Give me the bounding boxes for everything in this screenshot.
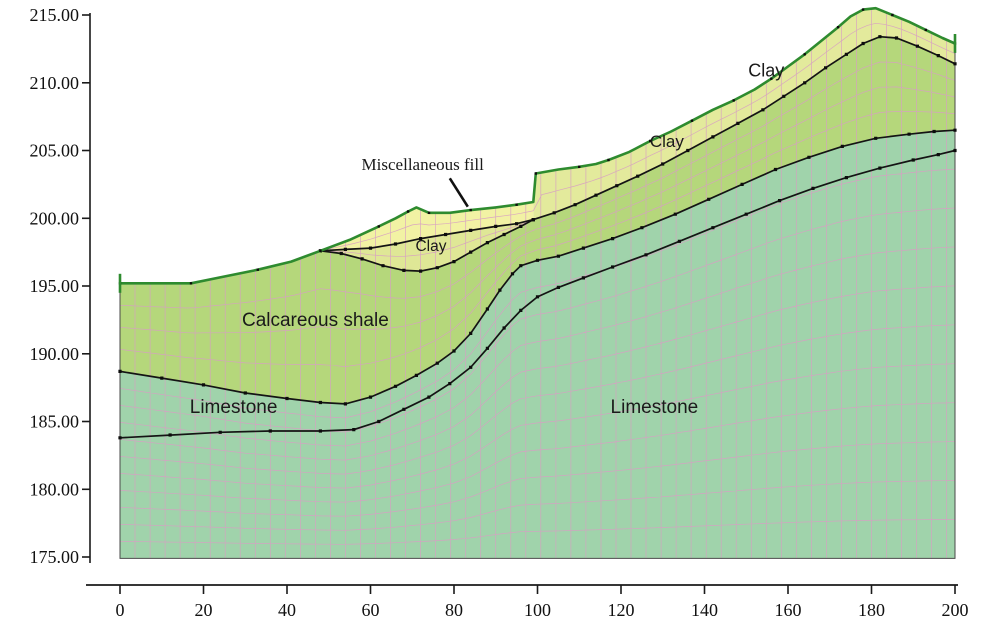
y-tick-label: 180.00 xyxy=(30,479,80,499)
mesh-limestone xyxy=(119,130,956,559)
x-tick-label: 60 xyxy=(362,600,380,620)
annotation-arrow xyxy=(448,177,469,208)
y-tick-label: 185.00 xyxy=(30,412,80,432)
x-tick-label: 80 xyxy=(445,600,463,620)
x-tick-label: 200 xyxy=(942,600,969,620)
mesh-clay-upper xyxy=(532,8,956,218)
region-calcareous-shale xyxy=(120,36,955,404)
x-tick-label: 20 xyxy=(195,600,213,620)
x-tick-label: 140 xyxy=(691,600,718,620)
y-tick-label: 205.00 xyxy=(30,141,80,161)
y-tick-label: 175.00 xyxy=(30,547,80,567)
y-tick-label: 195.00 xyxy=(30,276,80,296)
x-tick-label: 180 xyxy=(858,600,885,620)
y-tick-label: 200.00 xyxy=(30,208,80,228)
x-tick-label: 100 xyxy=(524,600,551,620)
region-clay-lens xyxy=(320,219,534,272)
x-tick-label: 0 xyxy=(116,600,125,620)
ground-surface-line xyxy=(120,6,956,285)
x-tick-label: 120 xyxy=(608,600,635,620)
x-tick-label: 160 xyxy=(775,600,802,620)
y-tick-label: 210.00 xyxy=(30,73,80,93)
region-limestone xyxy=(120,130,955,559)
region-clay-upper xyxy=(533,8,955,220)
region-miscellaneous-fill xyxy=(320,202,534,251)
y-tick-label: 190.00 xyxy=(30,344,80,364)
boundary-clay-bottom-markers xyxy=(531,35,957,222)
y-tick-label: 215.00 xyxy=(30,5,80,25)
mesh-miscellaneous-fill xyxy=(320,203,534,252)
x-tick-label: 40 xyxy=(278,600,296,620)
domain-edge xyxy=(119,43,956,559)
mesh-clay-lens xyxy=(320,219,534,272)
boundary-shale-bottom xyxy=(119,129,956,405)
mesh-calcareous-shale xyxy=(119,37,956,404)
boundary-fill-bottom xyxy=(320,218,534,252)
